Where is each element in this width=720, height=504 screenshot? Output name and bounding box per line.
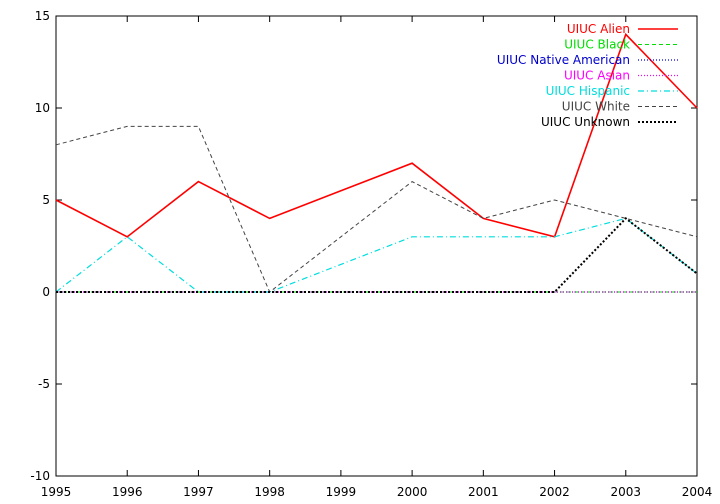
legend-label-4: UIUC Hispanic <box>546 84 630 98</box>
x-tick-label: 2002 <box>539 485 570 499</box>
x-tick-label: 1995 <box>41 485 72 499</box>
series-line-6 <box>56 217 698 293</box>
y-tick-label: 10 <box>35 101 50 115</box>
axis-ticks: 1995 1996 1997 1998 1999 2000 2001 2002 2003 2004… <box>30 9 712 499</box>
legend-label-6: UIUC Unknown <box>541 115 630 129</box>
legend-label-3: UIUC Asian <box>564 69 630 83</box>
legend-label-5: UIUC White <box>562 100 630 114</box>
y-tick-label: -10 <box>30 469 50 483</box>
x-tick-label: 1996 <box>112 485 143 499</box>
x-tick-label: 2001 <box>468 485 499 499</box>
plot-frame <box>55 15 698 477</box>
y-tick-label: -5 <box>38 377 50 391</box>
series-line-0 <box>55 32 698 238</box>
x-tick-label: 2004 <box>682 485 713 499</box>
legend-label-0: UIUC Alien <box>567 22 630 36</box>
x-tick-label: 1999 <box>326 485 357 499</box>
y-tick-label: 5 <box>42 193 50 207</box>
y-tick-label: 15 <box>35 9 50 23</box>
x-tick-label: 1998 <box>254 485 285 499</box>
x-tick-label: 1997 <box>183 485 214 499</box>
x-tick-label: 2003 <box>611 485 642 499</box>
legend-label-1: UIUC Black <box>564 38 630 52</box>
legend-label-2: UIUC Native American <box>497 53 630 67</box>
x-tick-label: 2000 <box>397 485 428 499</box>
series-line-4 <box>55 217 698 293</box>
series-line-5 <box>55 125 698 293</box>
series-lines <box>55 32 698 293</box>
y-tick-label: 0 <box>42 285 50 299</box>
